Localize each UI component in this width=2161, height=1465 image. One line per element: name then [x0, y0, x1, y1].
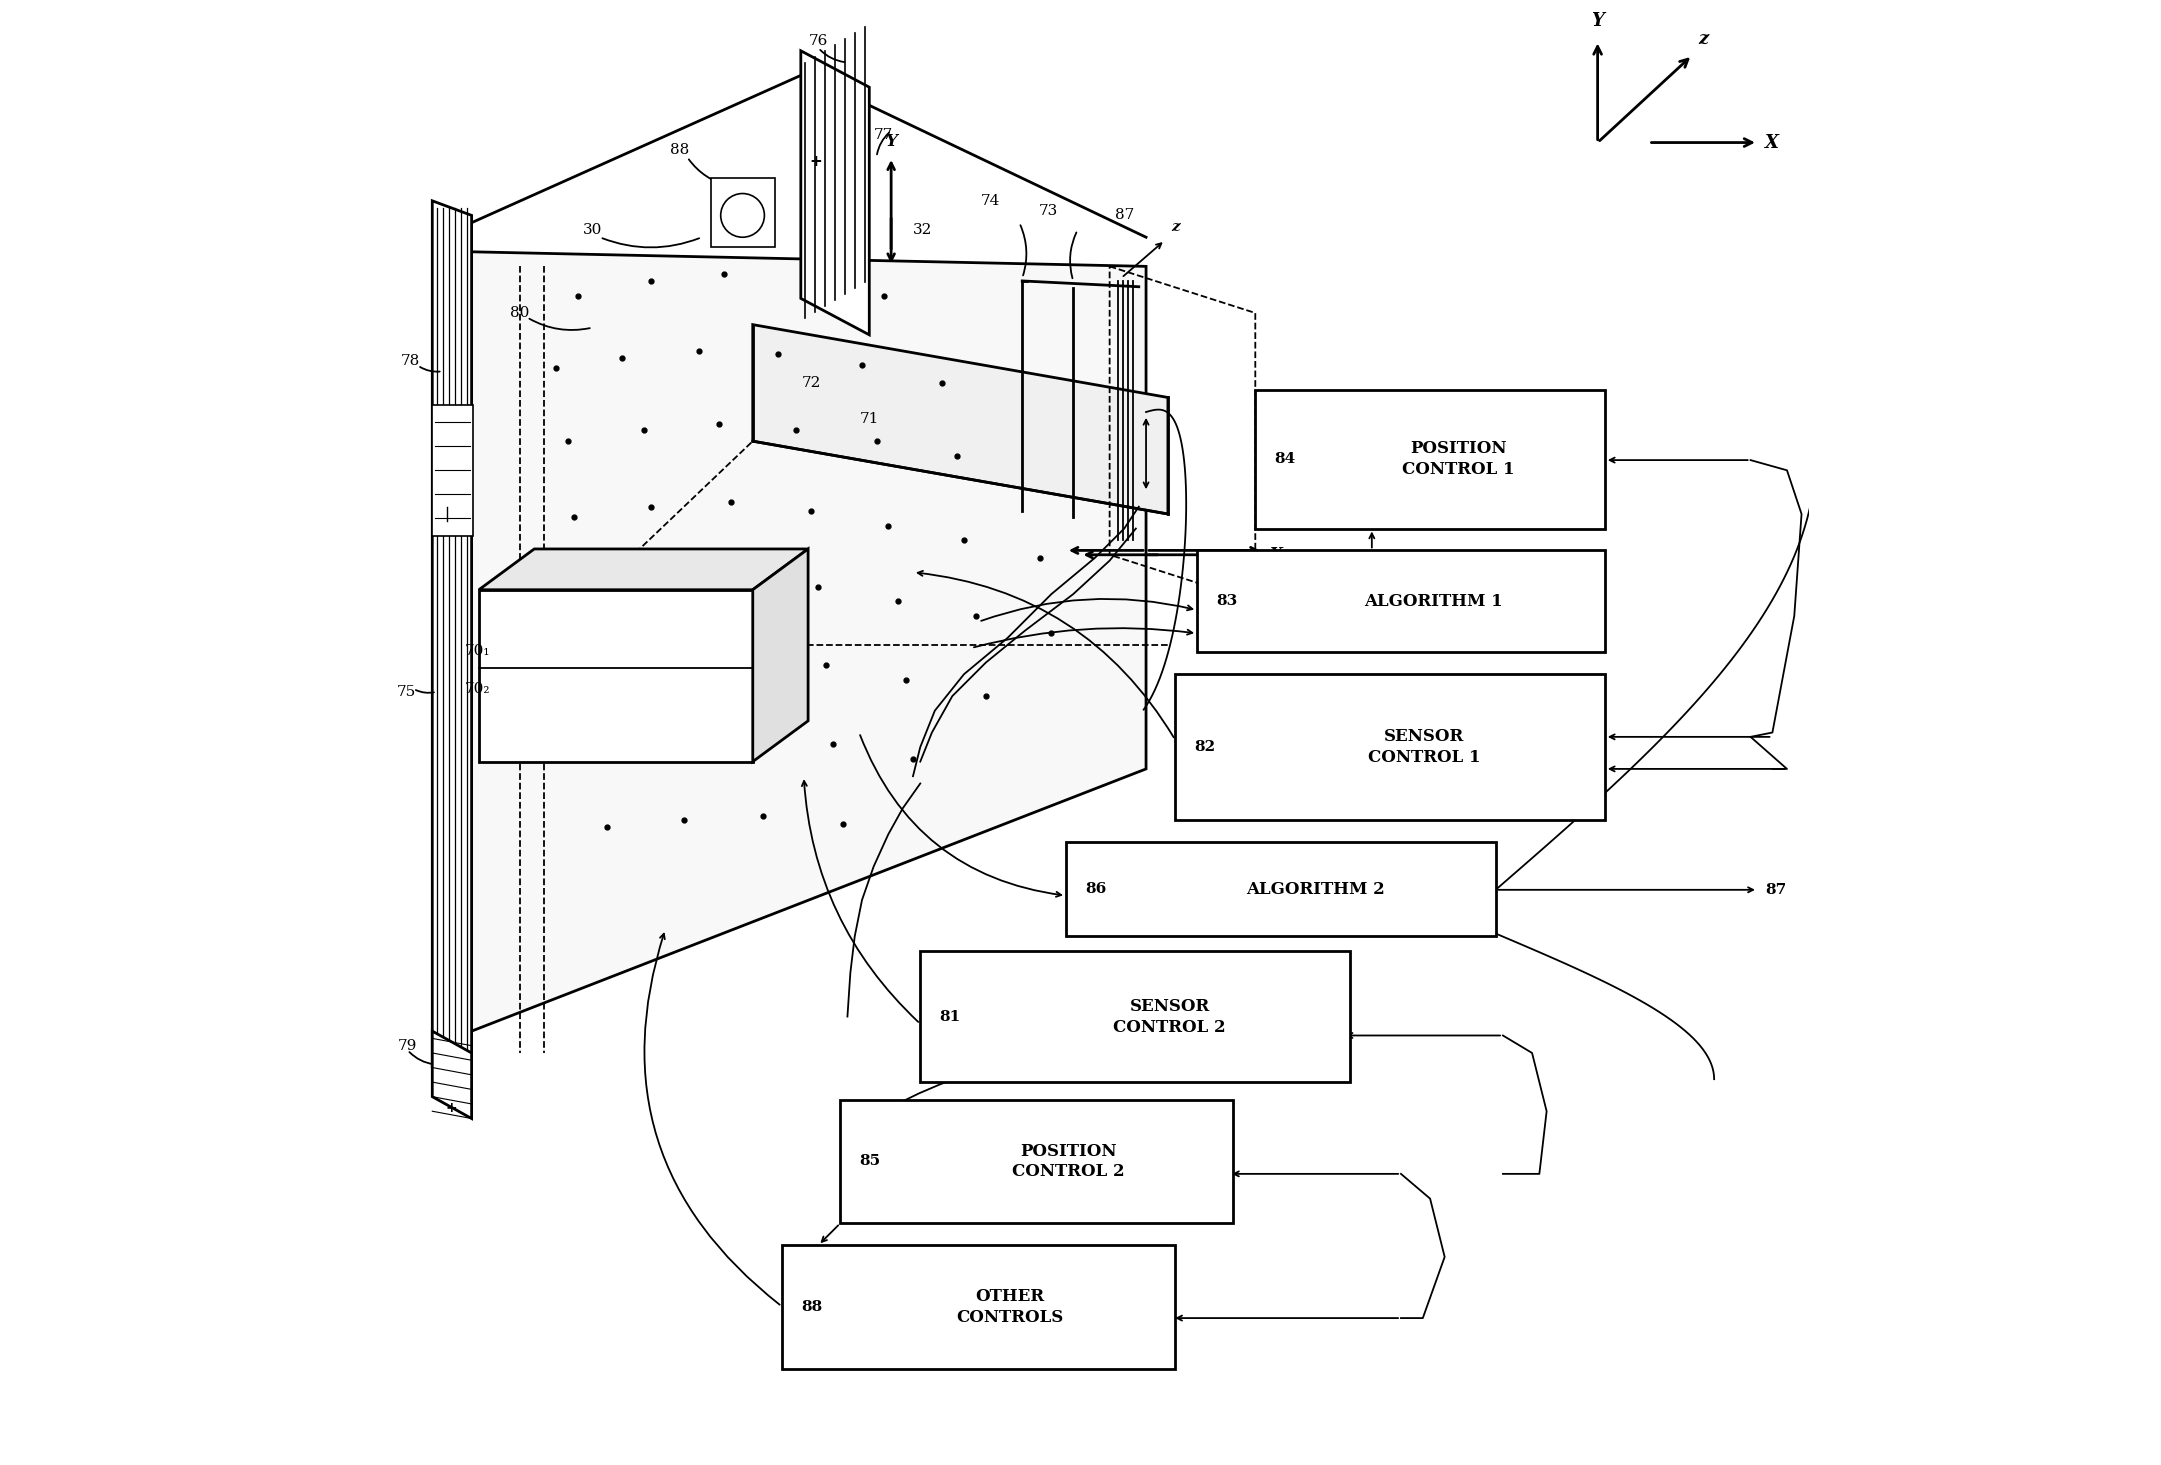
- Text: 78: 78: [400, 355, 419, 368]
- Bar: [921, 951, 1351, 1083]
- Polygon shape: [432, 201, 471, 1086]
- Bar: [1256, 390, 1606, 529]
- Text: Y: Y: [1590, 12, 1603, 31]
- Text: 30: 30: [583, 223, 603, 237]
- Text: 79: 79: [398, 1039, 417, 1053]
- Text: 80: 80: [510, 306, 529, 319]
- Text: 88: 88: [802, 1299, 821, 1314]
- Bar: [841, 1100, 1234, 1223]
- Text: 70₁: 70₁: [465, 645, 491, 658]
- Bar: [1065, 842, 1495, 936]
- Polygon shape: [752, 325, 1167, 514]
- Text: X: X: [1766, 133, 1779, 151]
- Bar: [1197, 551, 1606, 652]
- Text: SENSOR
CONTROL 2: SENSOR CONTROL 2: [1113, 998, 1225, 1036]
- Text: 70₂: 70₂: [465, 681, 491, 696]
- Bar: [1176, 674, 1606, 820]
- Polygon shape: [480, 549, 808, 590]
- Text: 83: 83: [1217, 595, 1238, 608]
- Polygon shape: [802, 51, 869, 335]
- Text: Y: Y: [886, 133, 897, 149]
- Text: +: +: [808, 154, 821, 168]
- Text: 82: 82: [1195, 740, 1214, 754]
- Text: 76: 76: [808, 34, 828, 47]
- Text: 88: 88: [670, 142, 689, 157]
- Text: z: z: [1171, 220, 1180, 234]
- Text: +: +: [445, 1102, 456, 1115]
- Bar: [432, 404, 473, 536]
- Polygon shape: [480, 590, 752, 762]
- Text: ALGORITHM 1: ALGORITHM 1: [1364, 593, 1502, 609]
- Text: 73: 73: [1039, 204, 1059, 218]
- Text: 87: 87: [1115, 208, 1135, 223]
- Text: X: X: [1271, 546, 1284, 563]
- Text: 72: 72: [802, 377, 821, 390]
- Polygon shape: [471, 252, 1145, 1031]
- Text: 84: 84: [1275, 453, 1294, 466]
- Text: 85: 85: [860, 1154, 880, 1169]
- Text: 77: 77: [875, 129, 892, 142]
- Text: POSITION
CONTROL 1: POSITION CONTROL 1: [1402, 441, 1515, 479]
- Text: 71: 71: [860, 412, 880, 426]
- Text: 74: 74: [981, 193, 1001, 208]
- Text: OTHER
CONTROLS: OTHER CONTROLS: [957, 1288, 1063, 1326]
- Bar: [711, 177, 774, 248]
- Text: ALGORITHM 2: ALGORITHM 2: [1245, 880, 1385, 898]
- Polygon shape: [752, 549, 808, 762]
- Text: 81: 81: [940, 1009, 959, 1024]
- Polygon shape: [432, 1031, 471, 1118]
- Text: 87: 87: [1766, 883, 1787, 897]
- Text: 75: 75: [395, 684, 415, 699]
- Text: POSITION
CONTROL 2: POSITION CONTROL 2: [1011, 1143, 1124, 1181]
- Text: 32: 32: [912, 223, 931, 237]
- Text: z: z: [1699, 29, 1709, 48]
- Text: 86: 86: [1085, 882, 1106, 897]
- Bar: [782, 1245, 1176, 1370]
- Text: SENSOR
CONTROL 1: SENSOR CONTROL 1: [1368, 728, 1480, 766]
